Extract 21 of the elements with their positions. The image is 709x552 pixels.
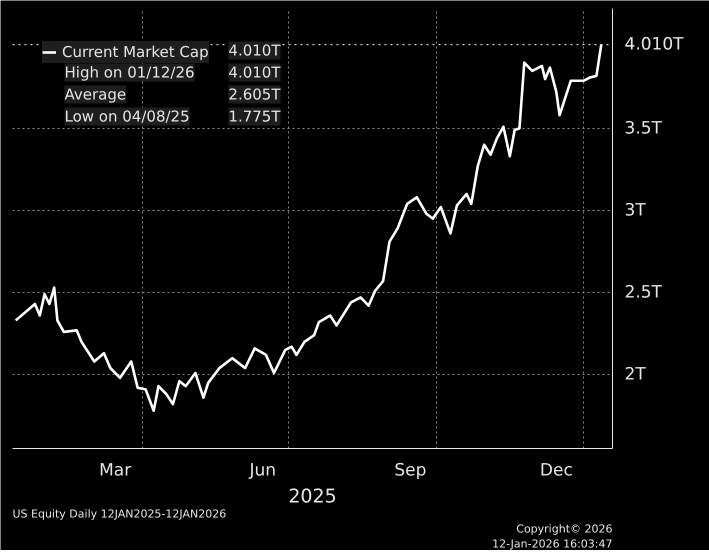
text: 12-Jan-2026 16:03:47 — [492, 538, 613, 550]
x-tick-label: Sep — [394, 460, 426, 480]
text: Copyright© 2026 — [516, 522, 613, 536]
annotation: 4.010T — [228, 64, 282, 82]
annotation: 2.605T — [228, 86, 282, 104]
annotation: 4.010T — [228, 42, 282, 60]
x-axis-title: 2025 — [288, 486, 337, 508]
x-tick-label: Jun — [248, 460, 276, 480]
annotation: High on 01/12/26 — [64, 64, 195, 82]
x-tick-label: Mar — [99, 460, 132, 480]
legend-label: Current Market Cap — [62, 42, 209, 63]
annotation: Average — [64, 86, 126, 104]
y-tick-label: 3.5T — [624, 118, 663, 138]
y-tick-label: 2.5T — [624, 282, 663, 303]
y-tick-label: 3T — [624, 200, 646, 220]
annotation: 1.775T — [228, 108, 282, 126]
text: US Equity Daily 12JAN2025-12JAN2026 — [12, 508, 226, 520]
ref-line-label: 4.010T — [624, 34, 684, 55]
y-tick-label: 2T — [624, 364, 646, 385]
x-tick-label: Dec — [540, 460, 573, 480]
annotation: Low on 04/08/25 — [64, 108, 190, 126]
